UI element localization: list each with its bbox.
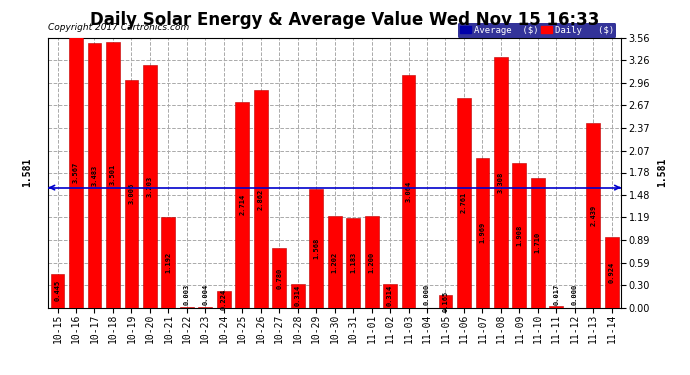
Text: 0.224: 0.224 xyxy=(221,288,227,310)
Text: 3.501: 3.501 xyxy=(110,164,116,185)
Bar xyxy=(143,64,157,308)
Text: 0.314: 0.314 xyxy=(295,285,301,306)
Text: 0.003: 0.003 xyxy=(184,284,190,305)
Bar xyxy=(513,163,526,308)
Text: 1.192: 1.192 xyxy=(166,252,171,273)
Text: 3.006: 3.006 xyxy=(128,183,135,204)
Text: 1.183: 1.183 xyxy=(350,252,356,273)
Bar xyxy=(106,42,120,308)
Bar xyxy=(161,217,175,308)
Text: 1.908: 1.908 xyxy=(516,225,522,246)
Text: 3.483: 3.483 xyxy=(92,165,97,186)
Bar xyxy=(217,291,230,308)
Text: Copyright 2017 Cartronics.com: Copyright 2017 Cartronics.com xyxy=(48,23,190,32)
Bar xyxy=(365,216,379,308)
Text: 0.000: 0.000 xyxy=(572,284,578,305)
Bar xyxy=(475,158,489,308)
Text: 2.714: 2.714 xyxy=(239,194,245,215)
Bar xyxy=(549,306,563,308)
Text: 1.710: 1.710 xyxy=(535,232,541,253)
Text: 3.203: 3.203 xyxy=(147,176,153,196)
Text: 2.761: 2.761 xyxy=(461,192,467,213)
Text: 0.000: 0.000 xyxy=(424,284,430,305)
Text: 2.439: 2.439 xyxy=(590,204,596,226)
Legend: Average  ($), Daily   ($): Average ($), Daily ($) xyxy=(457,23,616,38)
Bar xyxy=(494,57,508,308)
Text: 3.308: 3.308 xyxy=(498,171,504,193)
Text: 0.780: 0.780 xyxy=(276,267,282,288)
Text: 1.200: 1.200 xyxy=(368,251,375,273)
Text: Daily Solar Energy & Average Value Wed Nov 15 16:33: Daily Solar Energy & Average Value Wed N… xyxy=(90,11,600,29)
Text: 0.165: 0.165 xyxy=(442,291,448,312)
Bar xyxy=(346,218,360,308)
Bar xyxy=(50,274,64,308)
Bar xyxy=(273,248,286,308)
Bar xyxy=(235,102,249,308)
Text: 2.862: 2.862 xyxy=(258,188,264,210)
Bar xyxy=(383,284,397,308)
Bar xyxy=(290,284,304,308)
Text: 0.445: 0.445 xyxy=(55,280,61,301)
Bar xyxy=(402,75,415,307)
Bar xyxy=(328,216,342,308)
Bar xyxy=(457,98,471,308)
Text: 1.568: 1.568 xyxy=(313,237,319,259)
Bar xyxy=(586,123,600,308)
Bar xyxy=(88,44,101,308)
Text: 0.314: 0.314 xyxy=(387,285,393,306)
Bar xyxy=(309,189,323,308)
Text: 0.017: 0.017 xyxy=(553,284,560,305)
Text: 0.004: 0.004 xyxy=(202,284,208,305)
Text: 1.581: 1.581 xyxy=(23,158,32,187)
Text: 3.064: 3.064 xyxy=(406,181,411,202)
Bar xyxy=(531,178,545,308)
Bar xyxy=(124,80,139,308)
Bar xyxy=(439,295,453,307)
Text: 1.969: 1.969 xyxy=(480,222,486,243)
Bar xyxy=(254,90,268,308)
Bar xyxy=(605,237,619,308)
Text: 3.567: 3.567 xyxy=(73,162,79,183)
Bar xyxy=(69,37,83,308)
Text: 1.202: 1.202 xyxy=(332,251,337,273)
Text: 0.924: 0.924 xyxy=(609,262,615,283)
Text: 1.581: 1.581 xyxy=(658,158,667,187)
